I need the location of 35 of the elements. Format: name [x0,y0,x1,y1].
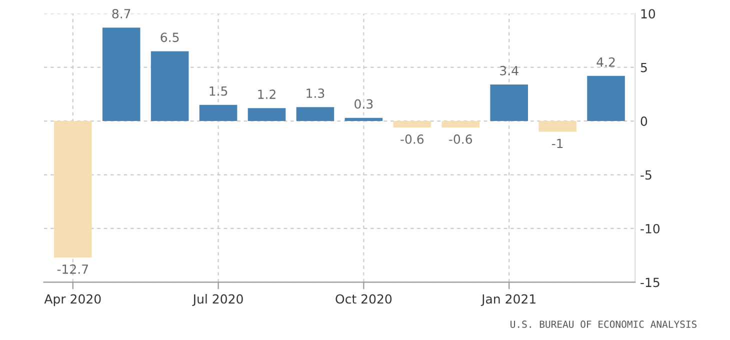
bar [248,108,286,122]
bar [296,107,334,122]
bar [199,104,238,122]
data-label: -12.7 [57,264,88,274]
data-label: 0.3 [354,99,373,109]
bar [54,121,92,258]
y-tick-label: -10 [640,224,660,234]
x-tick-label: Apr 2020 [44,294,101,306]
data-label: 1.3 [306,88,324,98]
data-label: -1 [552,138,563,148]
data-label: 4.2 [596,57,615,67]
x-tick-label: Jul 2020 [192,294,243,306]
bar [102,28,140,122]
y-tick-label: 0 [640,116,648,126]
x-tick-label: Oct 2020 [336,294,392,304]
bar [393,121,432,128]
y-tick-label: -15 [640,278,660,288]
text: U.S. BUREAU OF ECONOMIC ANALYSIS [510,320,697,328]
bar [150,51,189,122]
data-label: -0.6 [449,134,472,144]
data-label: 6.5 [160,32,179,42]
data-label: 8.7 [112,8,130,18]
data-label: 1.2 [258,90,276,99]
bar [587,76,625,122]
bar [490,84,528,122]
data-label: 1.5 [210,86,228,96]
data-label: 3.4 [500,66,518,76]
y-tick-label: -5 [640,170,652,180]
y-tick-label: 10 [641,9,656,19]
bar [442,121,480,128]
x-tick-label: Jan 2021 [480,294,536,306]
bar [344,118,383,122]
bar [538,121,576,132]
y-tick-label: 5 [640,62,647,72]
data-label: -0.6 [400,134,424,144]
